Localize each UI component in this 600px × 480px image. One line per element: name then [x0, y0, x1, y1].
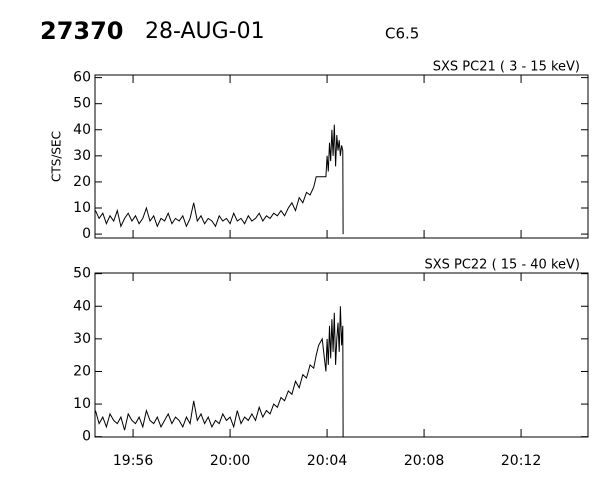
data-line — [95, 306, 344, 437]
plot-frame — [94, 272, 589, 438]
y-tick-label: 60 — [73, 70, 91, 86]
panel-title: SXS PC21 ( 3 - 15 keV) — [433, 60, 580, 75]
y-tick-label: 20 — [73, 363, 91, 379]
y-tick-label: 20 — [73, 174, 91, 190]
x-tick-label: 20:00 — [210, 453, 250, 469]
x-tick-label: 20:12 — [501, 453, 541, 469]
x-tick-label: 20:08 — [404, 453, 444, 469]
y-tick-label: 40 — [73, 298, 91, 314]
flare-class: C6.5 — [385, 25, 419, 43]
y-tick-label: 50 — [73, 266, 91, 282]
y-tick-label: 10 — [73, 200, 91, 216]
y-tick-label: 30 — [73, 331, 91, 347]
y-tick-label: 0 — [82, 226, 91, 242]
data-line — [95, 124, 344, 235]
y-tick-label: 30 — [73, 148, 91, 164]
event-id: 27370 — [40, 17, 124, 45]
event-date: 28-AUG-01 — [145, 19, 265, 44]
y-tick-label: 10 — [73, 396, 91, 412]
plot-frame — [94, 74, 589, 239]
panel-title: SXS PC22 ( 15 - 40 keV) — [424, 258, 580, 273]
y-tick-label: 50 — [73, 96, 91, 112]
x-tick-label: 20:04 — [307, 453, 347, 469]
y-axis-label: CTS/SEC — [50, 131, 64, 182]
y-tick-label: 40 — [73, 122, 91, 138]
y-tick-label: 0 — [82, 429, 91, 445]
x-tick-label: 19:56 — [113, 453, 153, 469]
